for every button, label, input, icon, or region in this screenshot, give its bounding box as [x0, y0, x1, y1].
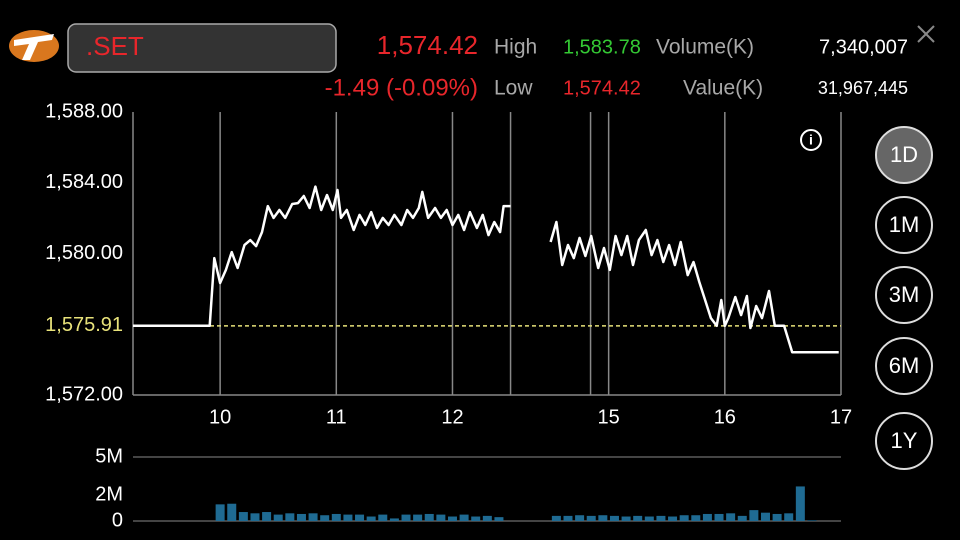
low-label: Low	[494, 77, 533, 100]
volume-bar	[250, 513, 260, 521]
range-label[interactable]: 1Y	[891, 428, 918, 453]
high-label: High	[494, 36, 537, 59]
range-label[interactable]: 1D	[890, 142, 918, 167]
volume-bar	[424, 513, 434, 521]
volume-bar	[285, 513, 295, 521]
volume-bar	[308, 513, 318, 521]
volume-bar	[795, 486, 805, 521]
value-label: Value(K)	[683, 77, 763, 100]
volume-bar	[215, 504, 225, 521]
range-label[interactable]: 6M	[889, 353, 920, 378]
svg-text:i: i	[809, 132, 813, 148]
volume-bar	[413, 514, 423, 521]
low: 1,574.42	[563, 77, 641, 99]
symbol-box[interactable]	[67, 23, 337, 73]
range-button[interactable]	[875, 266, 933, 324]
volume-bar	[389, 518, 399, 521]
close-button[interactable]	[917, 25, 935, 43]
volume-bar	[238, 512, 248, 521]
volume-bar	[459, 514, 469, 521]
volume-bar	[714, 513, 724, 521]
volume-bar	[296, 513, 306, 521]
volume-bar	[575, 515, 585, 521]
volume-bar	[586, 515, 596, 521]
logo	[9, 30, 59, 62]
volume-bar	[737, 515, 747, 521]
y-tick-label: 1,588.00	[45, 100, 123, 122]
volume-bar	[482, 515, 492, 521]
high: 1,583.78	[563, 36, 641, 58]
reference-label: 1,575.91	[45, 314, 123, 336]
x-tick-label: 12	[441, 406, 463, 428]
volume-bar	[621, 516, 631, 521]
volume-bar	[262, 512, 272, 521]
y-tick-label: 1,572.00	[45, 383, 123, 405]
volume-bar	[355, 514, 365, 521]
volume-bar	[609, 515, 619, 521]
volume-bar	[749, 510, 759, 521]
x-tick-label: 11	[326, 406, 347, 428]
range-button[interactable]	[875, 337, 933, 395]
range-label[interactable]: 1M	[889, 212, 920, 237]
volume-bar	[551, 515, 561, 521]
volume-bar	[378, 514, 388, 521]
volume: 7,340,007	[819, 36, 908, 58]
volume-bar	[320, 515, 330, 521]
volume-bar	[702, 513, 712, 521]
volume-bar	[633, 515, 643, 521]
volume-bar	[644, 516, 654, 521]
range-button[interactable]	[875, 412, 933, 470]
volume-bar	[598, 515, 608, 521]
x-tick-label: 15	[598, 406, 620, 428]
range-label[interactable]: 3M	[889, 282, 920, 307]
volume-bar	[784, 513, 794, 521]
volume-bar	[807, 520, 817, 521]
volume-bar	[471, 516, 481, 521]
volume-bar	[760, 512, 770, 521]
volume-bar	[494, 517, 504, 521]
volume-bar	[668, 516, 678, 521]
volume-bar	[563, 515, 573, 521]
last-price: 1,574.42	[377, 30, 478, 60]
info-icon[interactable]: i	[800, 129, 822, 151]
range-button[interactable]	[875, 126, 933, 184]
range-button[interactable]	[875, 196, 933, 254]
change: -1.49 (-0.09%)	[325, 74, 478, 101]
volume-label: Volume(K)	[656, 36, 754, 59]
volume-bar	[436, 514, 446, 521]
y-tick-label: 5M	[95, 445, 123, 467]
y-tick-label: 1,580.00	[45, 242, 123, 264]
volume-bar	[366, 516, 376, 521]
y-tick-label: 1,584.00	[45, 171, 123, 193]
symbol[interactable]: .SET	[86, 31, 144, 61]
x-tick-label: 17	[830, 406, 852, 428]
volume-bar	[726, 513, 736, 521]
volume-bar	[691, 515, 701, 521]
y-tick-label: 0	[112, 509, 123, 531]
volume-bar	[656, 515, 666, 521]
x-tick-label: 16	[714, 406, 736, 428]
volume-bar	[227, 503, 237, 521]
y-tick-label: 2M	[95, 484, 123, 506]
x-tick-label: 10	[209, 406, 231, 428]
volume-bar	[273, 514, 283, 521]
range-buttons: 1D 1M 3M 6M 1Y	[875, 126, 933, 470]
price-line	[133, 185, 839, 354]
volume-bar	[772, 513, 782, 521]
volume-bar	[401, 514, 411, 521]
volume-bar	[343, 514, 353, 521]
volume-bar	[679, 515, 689, 521]
volume-bar	[447, 516, 457, 521]
value: 31,967,445	[818, 78, 908, 98]
volume-bar	[331, 513, 341, 521]
